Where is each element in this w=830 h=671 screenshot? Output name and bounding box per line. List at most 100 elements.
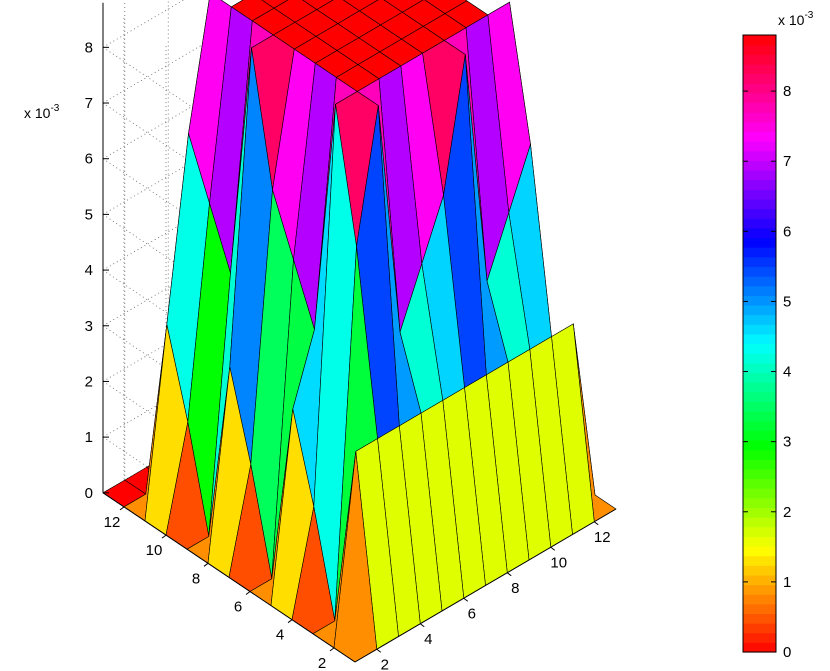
colorbar-band xyxy=(743,507,776,518)
colorbar-tick-label: 3 xyxy=(783,434,791,451)
z-axis-ticks: 0 1 2 3 4 5 6 7 8 xyxy=(85,39,109,502)
colorbar-band xyxy=(743,83,776,94)
colorbar-band xyxy=(743,102,776,113)
y-tick-mark xyxy=(329,647,335,652)
colorbar-band xyxy=(743,391,776,402)
colorbar-band xyxy=(743,594,776,605)
x-tick-mark xyxy=(506,572,512,577)
colorbar-band xyxy=(743,227,776,239)
colorbar-tick-label: 1 xyxy=(783,574,791,591)
colorbar-band xyxy=(743,131,776,142)
colorbar-band xyxy=(743,208,776,219)
colorbar-ticks: 0 1 2 3 4 5 6 7 8 xyxy=(743,83,791,661)
colorbar-band xyxy=(743,141,776,152)
z-tick-label: 8 xyxy=(85,39,93,56)
y-tick-label: 6 xyxy=(234,599,242,616)
x-axis-line xyxy=(354,508,617,663)
x-tick-label: 12 xyxy=(594,529,611,546)
colorbar-band xyxy=(743,73,776,84)
colorbar-band xyxy=(743,112,776,123)
colorbar-tick-label: 4 xyxy=(783,364,791,381)
colorbar-band xyxy=(743,401,776,412)
colorbar-band xyxy=(743,642,776,653)
colorbar-band xyxy=(743,468,776,480)
colorbar-band xyxy=(743,478,776,489)
colorbar-band xyxy=(743,623,776,634)
colorbar-band xyxy=(743,555,776,566)
colorbar-band xyxy=(743,169,776,181)
x-axis-ticks: 2 4 6 8 10 12 xyxy=(354,508,617,671)
colorbar-band xyxy=(743,198,776,210)
z-tick-label: 4 xyxy=(85,262,93,279)
colorbar-band xyxy=(743,613,776,624)
colorbar-band xyxy=(743,179,776,190)
surface-patch xyxy=(261,0,289,9)
colorbar-band xyxy=(743,526,776,537)
colorbar-tick-label: 6 xyxy=(783,223,791,240)
z-tick-label: 3 xyxy=(85,318,93,335)
colorbar-band xyxy=(743,247,776,258)
y-axis-line xyxy=(102,492,356,663)
colorbar-band xyxy=(743,459,776,470)
colorbar-band xyxy=(743,565,776,576)
colorbar: 0 1 2 3 4 5 6 7 8 x 10-3 xyxy=(742,10,814,661)
colorbar-band xyxy=(743,237,776,248)
x-tick-mark xyxy=(376,648,382,653)
colorbar-band xyxy=(743,121,776,133)
colorbar-band xyxy=(743,92,776,104)
colorbar-band xyxy=(743,430,776,441)
y-tick-mark xyxy=(119,506,125,511)
colorbar-band xyxy=(743,304,776,316)
colorbar-tick-label: 2 xyxy=(783,504,791,521)
colorbar-band xyxy=(743,295,776,306)
x-tick-mark xyxy=(419,623,425,628)
colorbar-band xyxy=(743,362,776,374)
y-tick-mark xyxy=(203,562,209,567)
y-tick-label: 2 xyxy=(318,655,326,671)
colorbar-band xyxy=(743,410,776,422)
x-tick-label: 10 xyxy=(550,554,567,571)
colorbar-band xyxy=(743,333,776,345)
x-tick-mark xyxy=(593,521,599,526)
colorbar-band xyxy=(743,439,776,451)
y-tick-label: 12 xyxy=(104,514,121,531)
colorbar-band xyxy=(743,218,776,229)
colorbar-band xyxy=(743,603,776,615)
z-tick-label: 5 xyxy=(85,206,93,223)
colorbar-band xyxy=(743,584,776,595)
colorbar-band xyxy=(743,324,776,335)
colorbar-band xyxy=(743,372,776,383)
x-tick-label: 2 xyxy=(381,656,389,671)
colorbar-band xyxy=(743,54,776,65)
x-tick-label: 4 xyxy=(424,631,432,648)
colorbar-band xyxy=(743,44,776,55)
z-tick-label: 2 xyxy=(85,373,93,390)
colorbar-tick-label: 5 xyxy=(783,293,791,310)
colorbar-band xyxy=(743,536,776,547)
y-tick-label: 4 xyxy=(276,627,284,644)
colorbar-band xyxy=(743,35,776,46)
y-axis-ticks: 2 4 6 8 10 12 xyxy=(102,492,356,671)
y-tick-mark xyxy=(287,619,293,624)
colorbar-frame xyxy=(742,34,777,653)
x-tick-label: 6 xyxy=(468,605,476,622)
colorbar-band xyxy=(743,314,776,325)
colorbar-band xyxy=(743,488,776,499)
colorbar-gradient xyxy=(743,35,776,653)
colorbar-band xyxy=(743,189,776,200)
z-tick-label: 1 xyxy=(85,429,93,446)
colorbar-band xyxy=(743,256,776,267)
colorbar-band xyxy=(743,160,776,171)
colorbar-band xyxy=(743,545,776,557)
z-axis-multiplier: x 10-3 xyxy=(24,103,60,121)
z-tick-label: 0 xyxy=(85,485,93,502)
colorbar-band xyxy=(743,420,776,431)
colorbar-band xyxy=(743,150,776,161)
colorbar-band xyxy=(743,497,776,508)
colorbar-band xyxy=(743,353,776,364)
colorbar-band xyxy=(743,632,776,643)
colorbar-tick-label: 8 xyxy=(783,83,791,100)
y-tick-mark xyxy=(161,534,167,539)
x-tick-mark xyxy=(463,597,469,602)
colorbar-band xyxy=(743,517,776,528)
